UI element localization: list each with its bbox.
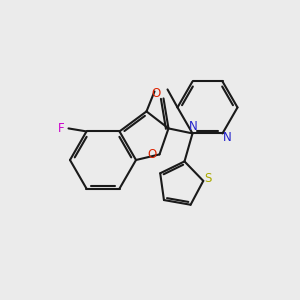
Text: O: O <box>148 148 157 161</box>
Text: N: N <box>223 131 232 144</box>
Text: O: O <box>151 87 160 100</box>
Text: F: F <box>58 122 65 135</box>
Text: N: N <box>189 120 198 133</box>
Text: S: S <box>205 172 212 185</box>
